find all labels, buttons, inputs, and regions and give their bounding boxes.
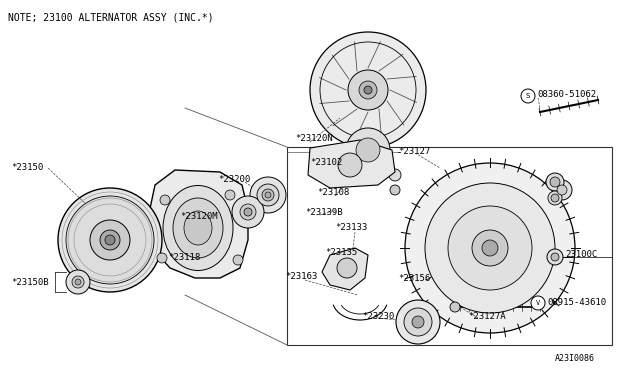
Circle shape: [240, 204, 256, 220]
Circle shape: [396, 300, 440, 344]
Circle shape: [157, 253, 167, 263]
Circle shape: [66, 270, 90, 294]
Circle shape: [472, 230, 508, 266]
Circle shape: [337, 258, 357, 278]
Text: V: V: [536, 300, 540, 306]
Circle shape: [448, 206, 532, 290]
Circle shape: [346, 128, 390, 172]
Circle shape: [75, 279, 81, 285]
Bar: [287, 147, 612, 345]
Circle shape: [550, 177, 560, 187]
Text: *23150B: *23150B: [11, 278, 49, 287]
Text: NOTE; 23100 ALTERNATOR ASSY (INC.*): NOTE; 23100 ALTERNATOR ASSY (INC.*): [8, 12, 214, 22]
Circle shape: [425, 183, 555, 313]
Circle shape: [359, 81, 377, 99]
Text: 08915-43610: 08915-43610: [547, 298, 606, 307]
Ellipse shape: [163, 186, 233, 270]
Circle shape: [338, 153, 362, 177]
Circle shape: [551, 253, 559, 261]
Circle shape: [348, 70, 388, 110]
Circle shape: [521, 89, 535, 103]
Circle shape: [58, 188, 162, 292]
Circle shape: [482, 240, 498, 256]
Text: *23108: *23108: [317, 188, 349, 197]
Circle shape: [232, 196, 264, 228]
Text: *23102: *23102: [310, 158, 342, 167]
Circle shape: [405, 163, 575, 333]
Circle shape: [244, 208, 252, 216]
Circle shape: [160, 195, 170, 205]
Text: *23200: *23200: [218, 175, 250, 184]
Circle shape: [548, 191, 562, 205]
Text: 23100C: 23100C: [565, 250, 597, 259]
Circle shape: [72, 276, 84, 288]
Text: *23230: *23230: [362, 312, 394, 321]
Circle shape: [100, 230, 120, 250]
Circle shape: [390, 185, 400, 195]
Circle shape: [262, 189, 274, 201]
Circle shape: [551, 194, 559, 202]
Circle shape: [105, 235, 115, 245]
Text: 08360-51062: 08360-51062: [537, 90, 596, 99]
Text: *23139B: *23139B: [305, 208, 342, 217]
Circle shape: [66, 196, 154, 284]
Polygon shape: [308, 140, 395, 188]
Text: *23135: *23135: [325, 248, 357, 257]
Circle shape: [546, 173, 564, 191]
Circle shape: [547, 249, 563, 265]
Text: *23150: *23150: [11, 163, 44, 172]
Circle shape: [364, 86, 372, 94]
Polygon shape: [148, 170, 248, 278]
Text: A23I0086: A23I0086: [555, 354, 595, 363]
Text: *23118: *23118: [168, 253, 200, 262]
Text: S: S: [526, 93, 530, 99]
Circle shape: [450, 302, 460, 312]
Circle shape: [412, 316, 424, 328]
Text: *23133: *23133: [335, 223, 367, 232]
Circle shape: [356, 138, 380, 162]
Circle shape: [552, 180, 572, 200]
Circle shape: [310, 32, 426, 148]
Circle shape: [557, 185, 567, 195]
Ellipse shape: [173, 198, 223, 258]
Text: *23120M: *23120M: [180, 212, 218, 221]
Text: *23120N: *23120N: [295, 134, 333, 143]
Polygon shape: [322, 248, 368, 290]
Circle shape: [233, 255, 243, 265]
Circle shape: [389, 169, 401, 181]
Ellipse shape: [184, 211, 212, 245]
Circle shape: [90, 220, 130, 260]
Text: *23127: *23127: [398, 147, 430, 156]
Circle shape: [404, 308, 432, 336]
Circle shape: [531, 296, 545, 310]
Circle shape: [265, 192, 271, 198]
Circle shape: [225, 190, 235, 200]
Circle shape: [257, 184, 279, 206]
Text: *23156: *23156: [398, 274, 430, 283]
Text: *23163: *23163: [285, 272, 317, 281]
Circle shape: [250, 177, 286, 213]
Text: *23127A: *23127A: [468, 312, 506, 321]
